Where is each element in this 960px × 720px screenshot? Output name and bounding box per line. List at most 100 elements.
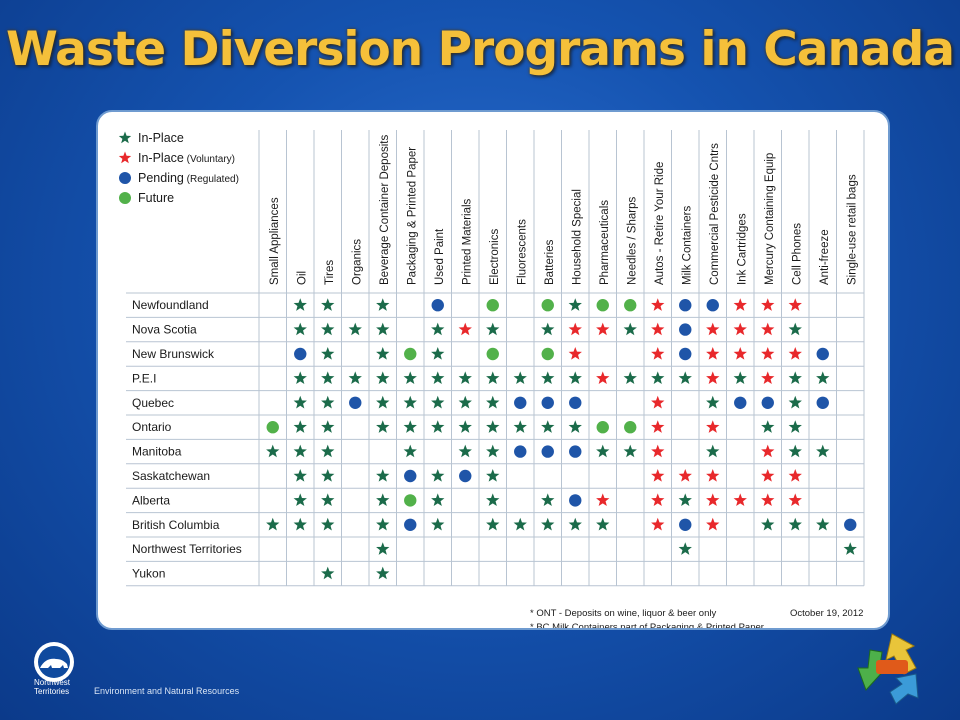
in-place-star-icon [788,322,802,336]
in-place-star-icon [403,444,417,458]
in-place-star-icon [321,517,335,531]
in-place-star-icon [678,542,692,555]
in-place-star-icon [376,395,390,409]
in-place-star-icon [596,517,610,531]
in-place-star-icon [431,371,445,385]
recycle-badge [852,628,932,708]
in-place-star-icon [568,371,582,385]
column-header: Household Special [571,189,583,285]
in-place-star-icon [541,420,555,433]
in-place-star-icon [321,469,335,482]
column-header: Organics [351,239,363,285]
in-place-star-icon [513,420,527,433]
in-place-star-icon [568,517,582,531]
voluntary-star-icon [761,298,775,311]
pending-circle-icon [816,347,829,361]
polar-bear-logo-icon [34,642,74,682]
voluntary-star-icon [733,322,747,336]
in-place-star-icon [541,493,555,507]
future-circle-icon [404,494,417,507]
in-place-star-icon [486,322,500,336]
in-place-star-icon [431,420,445,433]
province-label: Newfoundland [132,298,209,312]
province-label: British Columbia [132,518,220,532]
in-place-star-icon [623,371,637,385]
voluntary-star-icon [761,493,775,507]
column-header: Packaging & Printed Paper [406,147,418,285]
voluntary-star-icon [706,347,720,360]
voluntary-star-icon [733,493,747,507]
voluntary-star-icon [651,322,665,336]
recycle-arrows-icon [857,633,919,705]
in-place-star-icon [431,322,445,336]
in-place-star-icon [486,517,500,531]
in-place-star-icon [348,322,362,336]
pending-circle-icon [431,299,444,312]
voluntary-star-icon [788,469,802,482]
in-place-star-icon [486,371,500,385]
province-label: Alberta [132,493,170,507]
in-place-star-icon [293,493,307,507]
column-header: Oil [296,271,308,285]
legend-label: In-Place (Voluntary) [138,151,235,165]
province-label: Manitoba [132,445,182,459]
voluntary-star-icon [568,322,582,336]
province-label: Northwest Territories [132,542,242,556]
voluntary-star-icon [651,444,665,458]
in-place-star-icon [486,444,500,458]
pending-circle-icon [514,396,527,409]
pending-circle-icon [844,518,857,531]
voluntary-star-icon [651,420,665,433]
in-place-star-icon [541,322,555,336]
in-place-star-icon [431,395,445,409]
in-place-star-icon [293,395,307,409]
future-circle-icon [596,299,609,312]
column-header: Ink Cartridges [736,213,748,285]
in-place-star-icon [678,371,692,385]
in-place-star-icon [513,371,527,385]
in-place-star-icon [293,322,307,336]
in-place-star-icon [403,420,417,433]
in-place-star-icon [843,542,857,555]
in-place-star-icon [541,517,555,531]
in-place-star-icon [788,420,802,433]
in-place-star-icon [293,444,307,458]
column-header: Electronics [489,229,501,285]
voluntary-star-icon [733,298,747,311]
in-place-star-icon [403,395,417,409]
column-header: Used Paint [434,228,446,285]
voluntary-star-icon [706,493,720,507]
future-circle-icon [624,421,637,434]
voluntary-star-icon [651,517,665,531]
pending-circle-icon [706,299,719,312]
voluntary-star-icon [458,322,472,336]
in-place-star-icon [376,420,390,433]
in-place-star-icon [321,371,335,385]
pending-circle-icon [679,323,692,336]
in-place-star-icon [486,469,500,482]
pending-circle-icon [569,445,582,458]
in-place-star-icon [321,298,335,311]
future-circle-icon [486,347,499,361]
in-place-star-icon [458,371,472,385]
in-place-star-icon [788,517,802,531]
voluntary-star-icon [788,493,802,507]
column-header: Anti-freeze [819,229,831,285]
voluntary-star-icon [761,444,775,458]
voluntary-star-icon [651,298,665,311]
in-place-star-icon [788,395,802,409]
voluntary-star-icon [706,420,720,433]
in-place-star-icon [376,298,390,311]
diversion-table-panel: Small Appliances Oil Tires Organics Beverage… [96,110,890,630]
in-place-star-icon [376,322,390,336]
pending-circle-icon [459,469,472,483]
in-place-star-icon [706,444,720,458]
in-place-star-icon [376,347,390,360]
province-label: New Brunswick [132,347,215,361]
voluntary-star-icon [761,469,775,482]
province-label: Saskatchewan [132,469,210,483]
in-place-star-icon [293,517,307,531]
in-place-star-icon [376,566,390,580]
in-place-star-icon [761,420,775,433]
footnote: * ONT - Deposits on wine, liquor & beer … [530,608,716,619]
